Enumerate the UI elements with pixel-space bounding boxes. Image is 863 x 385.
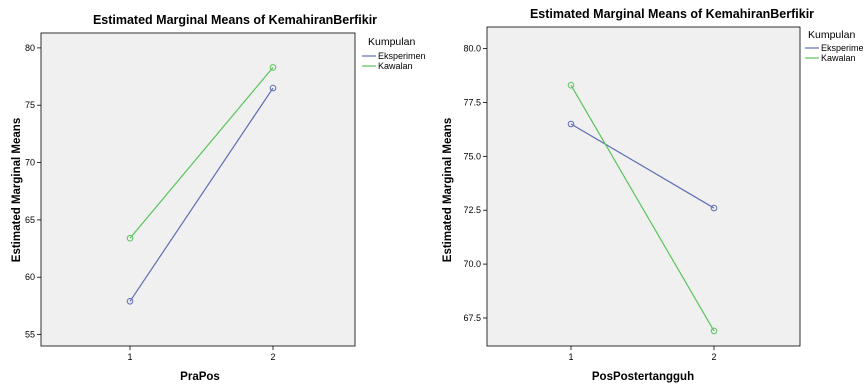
y-axis-title: Estimated Marginal Means xyxy=(11,118,23,262)
legend-label: Kawalan xyxy=(378,61,413,71)
legend-label: Eksperimen xyxy=(378,51,426,61)
series-line-eksperimen xyxy=(570,123,715,209)
data-point-kawalan xyxy=(710,327,718,335)
y-tick-label: 77.5 xyxy=(463,97,481,107)
data-point-kawalan xyxy=(567,81,575,89)
data-point-eksperimen xyxy=(710,204,718,212)
y-tick-label: 60 xyxy=(25,272,35,282)
y-tick-label: 70 xyxy=(25,158,35,168)
legend-label: Eksperimen xyxy=(821,43,863,53)
y-tick-label: 55 xyxy=(25,330,35,340)
chart-title: Estimated Marginal Means of KemahiranBer… xyxy=(530,7,814,21)
y-tick-label: 80.0 xyxy=(463,44,481,54)
series-line-kawalan xyxy=(570,84,715,332)
legend-label: Kawalan xyxy=(821,53,856,63)
y-axis-title: Estimated Marginal Means xyxy=(442,118,454,262)
x-axis-title: PraPos xyxy=(180,371,220,383)
data-point-eksperimen xyxy=(269,84,277,92)
y-tick-label: 80 xyxy=(25,43,35,53)
y-tick-label: 75.0 xyxy=(463,151,481,161)
y-ticks: 55 60 65 70 75 80 xyxy=(25,43,41,340)
legend-title: Kumpulan xyxy=(368,36,415,48)
series-line-eksperimen xyxy=(129,87,274,302)
chart-title: Estimated Marginal Means of KemahiranBer… xyxy=(93,13,377,27)
data-point-eksperimen xyxy=(567,120,575,128)
series-layer xyxy=(567,81,718,335)
chart-prapos: Estimated Marginal Means of KemahiranBer… xyxy=(11,13,426,383)
chart-panel-prapos: Estimated Marginal Means of KemahiranBer… xyxy=(11,13,426,383)
y-tick-label: 70.0 xyxy=(463,259,481,269)
series-layer xyxy=(126,64,277,305)
x-tick-label: 2 xyxy=(270,352,275,362)
y-tick-label: 65 xyxy=(25,215,35,225)
series-line-kawalan xyxy=(129,67,274,239)
y-tick-label: 67.5 xyxy=(463,313,481,323)
plot-background xyxy=(486,26,801,347)
plot-background xyxy=(40,32,356,347)
data-point-kawalan xyxy=(269,64,277,71)
x-tick-label: 1 xyxy=(568,352,573,362)
y-tick-label: 75 xyxy=(25,100,35,110)
y-tick-label: 72.5 xyxy=(463,205,481,215)
y-ticks: 67.5 70.0 72.5 75.0 77.5 80.0 xyxy=(463,44,487,323)
data-point-eksperimen xyxy=(126,297,134,305)
x-tick-label: 1 xyxy=(127,352,132,362)
x-axis-title: PosPostertangguh xyxy=(592,371,694,383)
data-point-kawalan xyxy=(126,234,134,242)
chart-pospostertangguh: Estimated Marginal Means of KemahiranBer… xyxy=(442,7,863,383)
x-tick-label: 2 xyxy=(711,352,716,362)
chart-panel-pospostertangguh: Estimated Marginal Means of KemahiranBer… xyxy=(432,0,863,385)
legend-title: Kumpulan xyxy=(808,29,855,41)
